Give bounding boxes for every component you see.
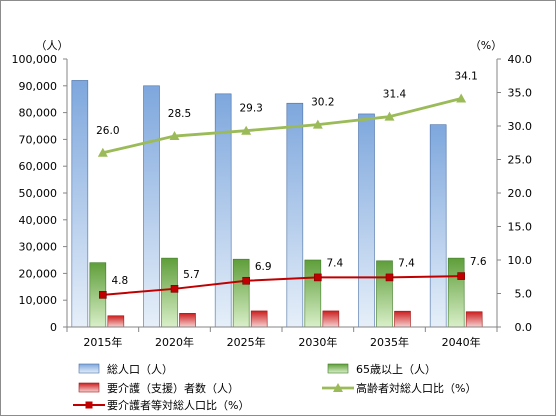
bar-total-population bbox=[358, 113, 375, 328]
bar-care-needed bbox=[394, 310, 411, 328]
left-tick-label: 60,000 bbox=[19, 160, 58, 173]
bar-elderly bbox=[376, 260, 393, 328]
bar-elderly bbox=[232, 258, 250, 328]
data-label-care-ratio: 4.8 bbox=[111, 275, 128, 287]
bar-care-needed bbox=[107, 315, 125, 328]
data-label-care-ratio: 7.4 bbox=[326, 257, 343, 269]
marker-elderly-ratio bbox=[456, 93, 467, 103]
bar-total-population bbox=[429, 124, 447, 328]
bar-care-needed bbox=[465, 311, 483, 328]
data-label-care-ratio: 5.7 bbox=[183, 269, 200, 281]
data-label-care-ratio: 6.9 bbox=[255, 261, 272, 273]
left-tick-label: 30,000 bbox=[19, 241, 58, 254]
left-tick-label: 80,000 bbox=[19, 107, 58, 120]
left-tick-label: 10,000 bbox=[19, 294, 58, 307]
left-axis-unit: （人） bbox=[36, 39, 69, 52]
data-label-elderly-ratio: 26.0 bbox=[96, 125, 119, 137]
marker-care-ratio bbox=[314, 273, 322, 282]
x-axis-ticks: 2015年 2020年 2025年 2030年 2035年 2040年 bbox=[66, 327, 498, 349]
data-label-care-ratio: 7.4 bbox=[398, 257, 415, 269]
bar-total-population bbox=[286, 102, 304, 328]
legend-care-ratio-marker bbox=[85, 401, 93, 409]
legend-care-needed-swatch bbox=[78, 382, 100, 393]
marker-care-ratio bbox=[170, 285, 179, 293]
marker-elderly-ratio bbox=[312, 119, 323, 129]
right-axis-ticks: 0.0 5.0 10.0 15.0 20.0 25.0 30.0 35.0 40.0 bbox=[497, 53, 532, 334]
bar-care-needed bbox=[179, 313, 196, 328]
x-tick-label: 2030年 bbox=[298, 335, 337, 349]
bar-total-population bbox=[71, 80, 89, 328]
right-tick-label: 20.0 bbox=[508, 187, 533, 200]
legend-elderly-ratio-marker bbox=[333, 383, 343, 392]
data-label-elderly-ratio: 34.1 bbox=[454, 71, 477, 83]
legend-care-ratio-label: 要介護者等対総人口比（%） bbox=[107, 398, 249, 412]
bar-elderly bbox=[304, 259, 322, 328]
legend-elderly-swatch bbox=[327, 363, 349, 374]
marker-care-ratio bbox=[242, 276, 250, 285]
right-tick-label: 30.0 bbox=[508, 120, 533, 133]
x-tick-label: 2040年 bbox=[442, 335, 481, 349]
left-tick-label: 0 bbox=[50, 321, 57, 334]
marker-elderly-ratio bbox=[241, 125, 252, 135]
x-tick-label: 2020年 bbox=[155, 335, 194, 349]
legend-elderly-ratio-label: 高齢者対総人口比（%） bbox=[356, 381, 476, 395]
left-tick-label: 70,000 bbox=[19, 133, 58, 146]
marker-elderly-ratio bbox=[384, 111, 395, 121]
left-tick-label: 20,000 bbox=[19, 267, 58, 280]
line-care-ratio bbox=[102, 275, 462, 296]
left-tick-label: 90,000 bbox=[19, 80, 58, 93]
bar-care-needed bbox=[250, 310, 268, 328]
right-tick-label: 25.0 bbox=[508, 154, 533, 167]
data-label-elderly-ratio: 28.5 bbox=[168, 108, 191, 120]
marker-elderly-ratio bbox=[169, 131, 180, 141]
lines: 26.0 28.5 29.3 30.2 31.4 34.1 4.8 5.7 6.9 7.4 7.4 7… bbox=[96, 71, 487, 299]
left-tick-label: 50,000 bbox=[19, 187, 58, 200]
left-tick-label: 100,000 bbox=[12, 53, 58, 66]
bar-total-population bbox=[214, 93, 232, 328]
data-label-elderly-ratio: 29.3 bbox=[239, 103, 262, 115]
line-elderly-ratio bbox=[102, 97, 462, 155]
marker-elderly-ratio bbox=[97, 147, 108, 157]
data-label-care-ratio: 7.6 bbox=[470, 256, 487, 268]
legend-elderly-label: 65歳以上（人） bbox=[356, 363, 436, 376]
marker-care-ratio bbox=[99, 291, 107, 299]
legend-care-needed-label: 要介護（支援）者数（人） bbox=[107, 381, 239, 395]
left-axis-ticks: 0 10,000 20,000 30,000 40,000 50,000 60,000 70,… bbox=[12, 53, 67, 334]
data-label-elderly-ratio: 31.4 bbox=[383, 89, 407, 101]
left-tick-label: 40,000 bbox=[19, 214, 58, 227]
marker-care-ratio bbox=[385, 273, 394, 282]
x-tick-label: 2015年 bbox=[83, 335, 122, 349]
right-tick-label: 0.0 bbox=[515, 321, 533, 334]
right-tick-label: 10.0 bbox=[508, 254, 533, 267]
right-tick-label: 15.0 bbox=[508, 221, 533, 234]
bars bbox=[71, 80, 483, 328]
right-tick-label: 35.0 bbox=[508, 87, 533, 100]
bar-elderly bbox=[447, 257, 465, 328]
legend-total-population-swatch bbox=[78, 363, 100, 374]
legend: 総人口（人） 65歳以上（人） 要介護（支援）者数（人） 高齢者対総人口比（%） 要介護… bbox=[73, 362, 476, 412]
x-tick-label: 2025年 bbox=[227, 335, 266, 349]
right-axis-unit: （%） bbox=[470, 39, 502, 52]
data-label-elderly-ratio: 30.2 bbox=[311, 97, 334, 109]
bar-care-needed bbox=[322, 310, 340, 328]
right-tick-label: 40.0 bbox=[508, 53, 533, 66]
right-tick-label: 5.0 bbox=[515, 288, 533, 301]
legend-total-population-label: 総人口（人） bbox=[107, 362, 173, 376]
x-tick-label: 2035年 bbox=[370, 335, 409, 349]
marker-care-ratio bbox=[457, 272, 465, 280]
